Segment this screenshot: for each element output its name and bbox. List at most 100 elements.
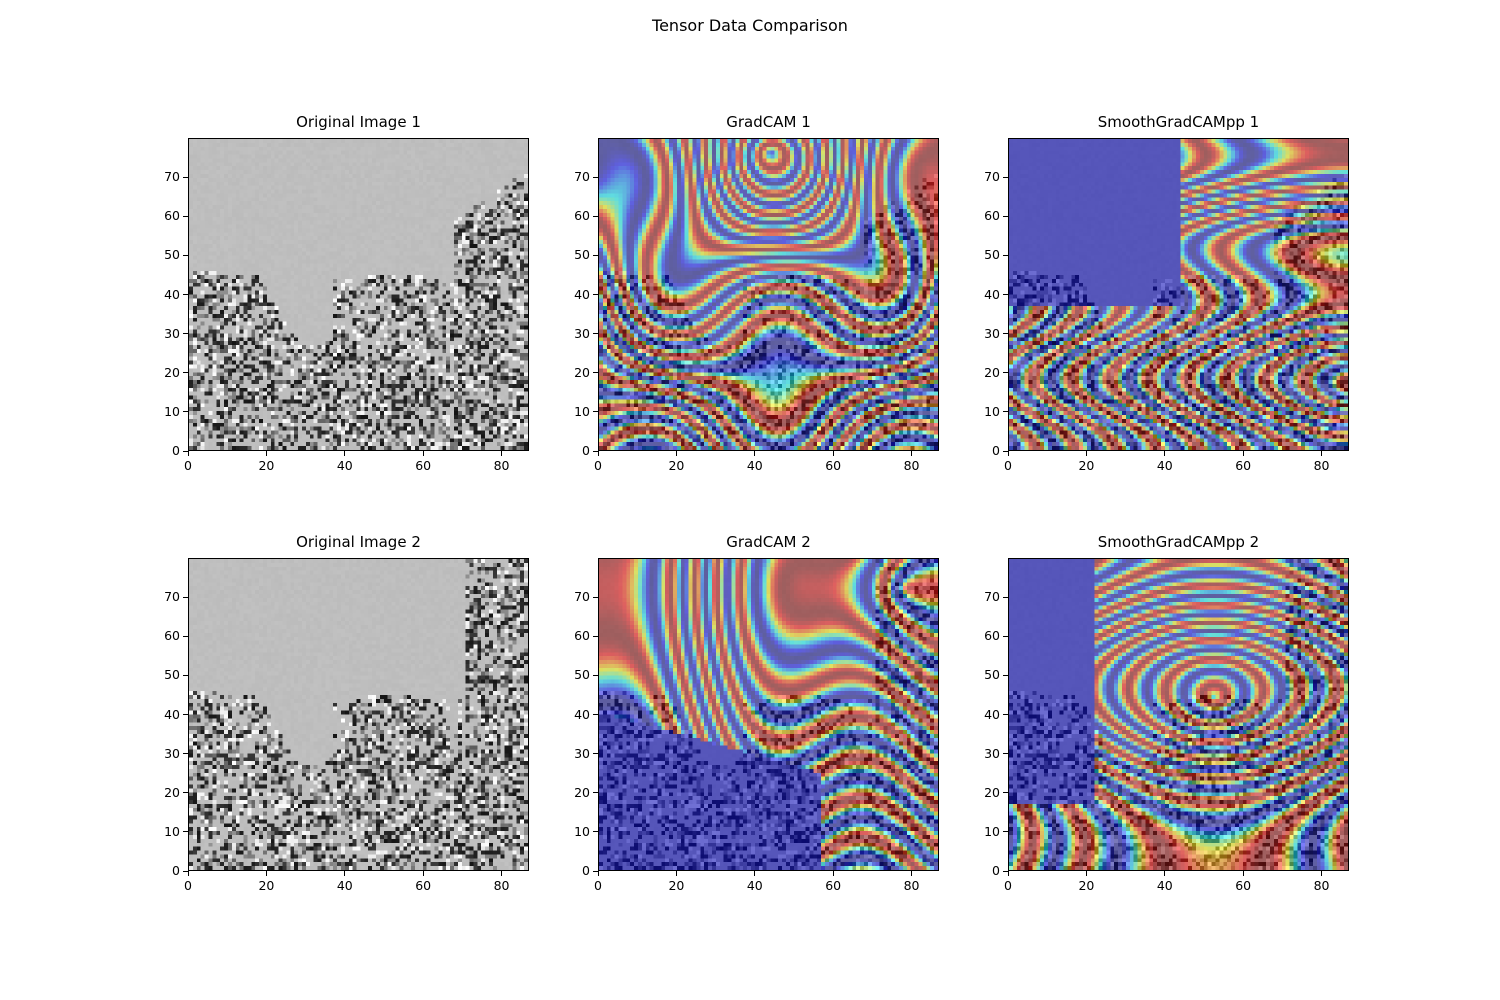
panel-smoothgradcampp-1: SmoothGradCAMpp 1 0 20 40 60 80 0 10 20 30 40 50 60 7… xyxy=(984,113,1349,473)
y-tick-label: 30 xyxy=(574,745,590,761)
heatmap-canvas xyxy=(599,139,938,450)
y-tick-label: 40 xyxy=(984,286,1000,302)
x-tick-mark xyxy=(265,871,267,876)
x-tick-label: 0 xyxy=(594,878,602,893)
y-tick-label: 40 xyxy=(164,706,180,722)
x-tick-label: 60 xyxy=(415,878,432,893)
y-tick-mark xyxy=(593,176,598,178)
x-tick-mark xyxy=(675,871,677,876)
y-tick-label: 70 xyxy=(984,589,1000,605)
x-tick-label: 20 xyxy=(1078,458,1095,473)
y-tick-mark xyxy=(593,753,598,755)
y-tick-label: 0 xyxy=(172,443,180,458)
panel-title: Original Image 2 xyxy=(296,533,421,551)
x-tick-label: 40 xyxy=(1156,458,1173,473)
x-tick-mark xyxy=(1164,871,1166,876)
x-tick-label: 80 xyxy=(1313,878,1330,893)
y-tick-label: 10 xyxy=(164,403,180,419)
y-tick-mark xyxy=(593,333,598,335)
y-tick-label: 60 xyxy=(574,208,590,224)
x-tick-label: 40 xyxy=(746,878,763,893)
panel-title: SmoothGradCAMpp 1 xyxy=(1097,113,1260,131)
x-tick-label: 60 xyxy=(1235,878,1252,893)
y-tick-label: 40 xyxy=(574,286,590,302)
x-tick-mark xyxy=(597,871,599,876)
y-tick-label: 40 xyxy=(574,706,590,722)
y-tick-mark xyxy=(183,753,188,755)
panel-title: GradCAM 2 xyxy=(726,533,811,551)
x-tick-mark xyxy=(187,871,189,876)
y-tick-mark xyxy=(593,831,598,833)
y-tick-label: 10 xyxy=(984,403,1000,419)
y-tick-mark xyxy=(183,450,188,452)
y-tick-mark xyxy=(593,411,598,413)
heatmap-canvas xyxy=(189,139,528,450)
y-tick-label: 30 xyxy=(574,325,590,341)
y-tick-label: 10 xyxy=(164,823,180,839)
x-tick-label: 20 xyxy=(258,458,275,473)
x-tick-label: 80 xyxy=(1313,458,1330,473)
x-tick-mark xyxy=(501,451,503,456)
y-tick-mark xyxy=(183,792,188,794)
y-tick-label: 0 xyxy=(992,443,1000,458)
y-tick-label: 10 xyxy=(574,403,590,419)
x-tick-mark xyxy=(1321,871,1323,876)
y-tick-mark xyxy=(183,215,188,217)
x-tick-label: 0 xyxy=(594,458,602,473)
y-tick-label: 70 xyxy=(164,169,180,185)
y-tick-mark xyxy=(183,635,188,637)
x-tick-label: 20 xyxy=(1078,878,1095,893)
x-tick-mark xyxy=(1007,871,1009,876)
y-tick-label: 30 xyxy=(984,325,1000,341)
x-tick-mark xyxy=(754,871,756,876)
y-tick-mark xyxy=(593,792,598,794)
y-tick-mark xyxy=(1003,870,1008,872)
y-tick-mark xyxy=(593,596,598,598)
y-tick-mark xyxy=(183,294,188,295)
heatmap-canvas xyxy=(189,559,528,870)
x-tick-mark xyxy=(1007,451,1009,456)
x-tick-label: 40 xyxy=(1156,878,1173,893)
y-tick-label: 0 xyxy=(582,443,590,458)
y-tick-label: 20 xyxy=(574,364,590,380)
x-tick-label: 0 xyxy=(1004,878,1012,893)
y-tick-label: 40 xyxy=(164,286,180,302)
y-tick-mark xyxy=(593,870,598,872)
y-tick-label: 10 xyxy=(984,823,1000,839)
y-tick-mark xyxy=(593,714,598,715)
x-tick-mark xyxy=(1242,871,1244,876)
y-tick-label: 40 xyxy=(984,706,1000,722)
heatmap-canvas xyxy=(599,559,938,870)
y-tick-label: 0 xyxy=(172,863,180,878)
y-tick-mark xyxy=(1003,674,1008,676)
x-tick-label: 0 xyxy=(1004,458,1012,473)
y-tick-mark xyxy=(1003,635,1008,637)
x-tick-label: 80 xyxy=(493,458,510,473)
y-tick-label: 10 xyxy=(574,823,590,839)
y-tick-label: 60 xyxy=(164,208,180,224)
x-tick-label: 80 xyxy=(903,878,920,893)
heatmap-image xyxy=(188,558,529,871)
y-tick-mark xyxy=(1003,714,1008,715)
y-tick-label: 0 xyxy=(582,863,590,878)
y-tick-label: 70 xyxy=(574,169,590,185)
y-tick-mark xyxy=(1003,411,1008,413)
x-tick-label: 20 xyxy=(668,458,685,473)
y-tick-mark xyxy=(183,831,188,833)
x-tick-label: 60 xyxy=(825,878,842,893)
x-tick-label: 40 xyxy=(336,878,353,893)
y-tick-mark xyxy=(1003,254,1008,256)
x-tick-label: 0 xyxy=(184,458,192,473)
x-tick-mark xyxy=(597,451,599,456)
heatmap-image xyxy=(1008,558,1349,871)
y-tick-mark xyxy=(183,596,188,598)
y-tick-mark xyxy=(183,254,188,256)
y-tick-mark xyxy=(593,254,598,256)
y-tick-mark xyxy=(1003,450,1008,452)
y-tick-mark xyxy=(183,176,188,178)
y-tick-label: 20 xyxy=(164,784,180,800)
x-tick-mark xyxy=(422,871,424,876)
x-tick-label: 20 xyxy=(668,878,685,893)
panel-title: GradCAM 1 xyxy=(726,113,811,131)
y-tick-mark xyxy=(183,333,188,335)
